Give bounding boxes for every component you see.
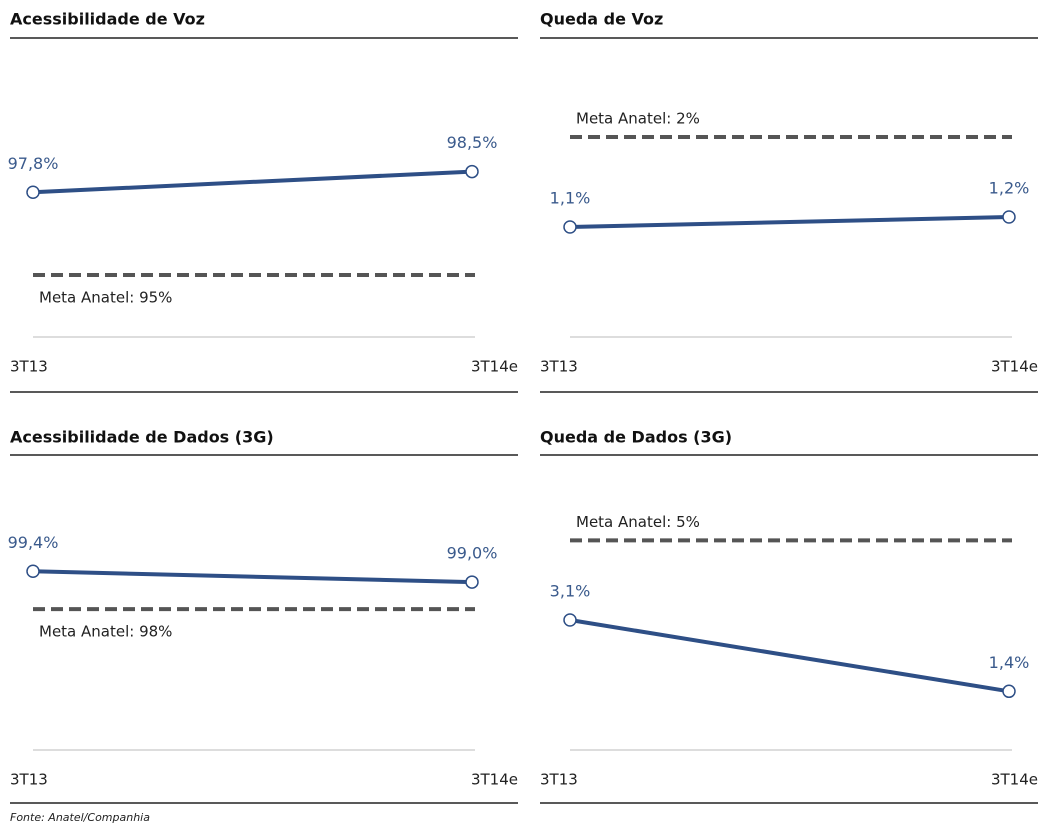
point-marker: [26, 185, 40, 200]
x-tick-label: 3T13: [540, 358, 578, 376]
target-label: Meta Anatel: 95%: [39, 288, 172, 306]
point-marker: [1002, 210, 1016, 224]
value-label: 1,2%: [989, 179, 1030, 198]
panel-title: Acessibilidade de Voz: [10, 10, 205, 29]
x-tick-label: 3T13: [10, 358, 48, 376]
x-tick-label: 3T13: [10, 771, 48, 789]
value-label: 99,4%: [8, 533, 59, 552]
x-tick-label: 3T14e: [471, 358, 518, 376]
x-tick-label: 3T14e: [471, 771, 518, 789]
target-label: Meta Anatel: 2%: [576, 110, 700, 128]
value-label: 98,5%: [447, 133, 498, 152]
point-marker: [465, 164, 479, 179]
value-label: 3,1%: [550, 582, 591, 601]
point-marker: [465, 575, 479, 589]
series-line: [569, 215, 1010, 229]
panel-title: Queda de Voz: [540, 10, 663, 29]
source-note: Fonte: Anatel/Companhia: [10, 811, 150, 824]
point-marker: [563, 613, 577, 627]
point-marker: [563, 220, 577, 234]
x-tick-label: 3T14e: [991, 358, 1038, 376]
target-label: Meta Anatel: 5%: [576, 513, 700, 531]
x-tick-label: 3T13: [540, 771, 578, 789]
point-marker: [26, 564, 40, 578]
value-label: 97,8%: [8, 154, 59, 173]
series-line: [32, 169, 473, 195]
target-label: Meta Anatel: 98%: [39, 623, 172, 641]
x-tick-label: 3T14e: [991, 771, 1038, 789]
panel-title: Queda de Dados (3G): [540, 428, 732, 447]
value-label: 99,0%: [447, 544, 498, 563]
value-label: 1,1%: [550, 189, 591, 208]
panel-title: Acessibilidade de Dados (3G): [10, 428, 274, 447]
series-line: [32, 569, 473, 585]
value-label: 1,4%: [989, 653, 1030, 672]
series-line: [569, 618, 1010, 694]
point-marker: [1002, 684, 1016, 699]
